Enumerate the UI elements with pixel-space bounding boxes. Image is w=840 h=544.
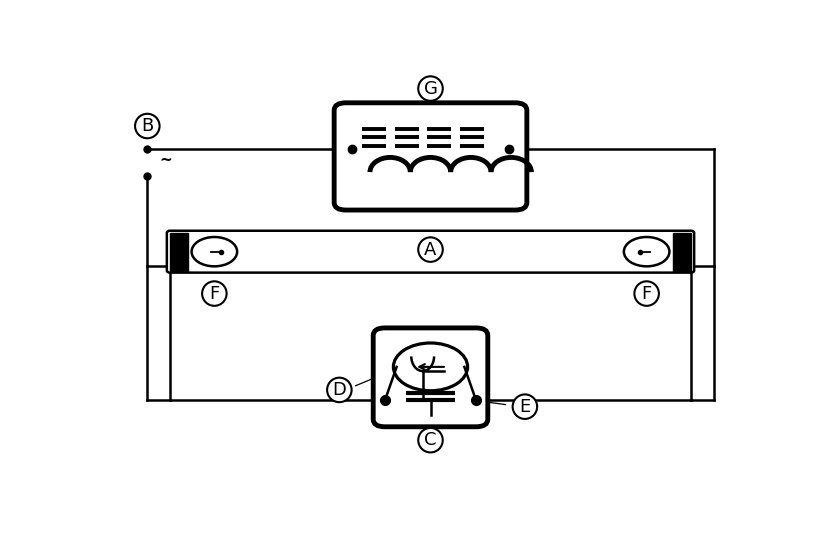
FancyBboxPatch shape (334, 103, 527, 210)
Text: G: G (423, 79, 438, 97)
Text: ~: ~ (159, 153, 172, 168)
Text: F: F (642, 285, 652, 302)
Bar (171, 233, 188, 270)
Text: C: C (424, 431, 437, 449)
Text: E: E (519, 398, 531, 416)
FancyBboxPatch shape (167, 231, 694, 273)
Text: F: F (209, 285, 219, 302)
FancyBboxPatch shape (373, 328, 488, 427)
Circle shape (624, 237, 669, 267)
Text: A: A (424, 240, 437, 258)
Circle shape (393, 343, 468, 391)
Bar (673, 233, 691, 270)
Text: D: D (333, 381, 346, 399)
Text: B: B (141, 117, 154, 135)
Circle shape (192, 237, 237, 267)
